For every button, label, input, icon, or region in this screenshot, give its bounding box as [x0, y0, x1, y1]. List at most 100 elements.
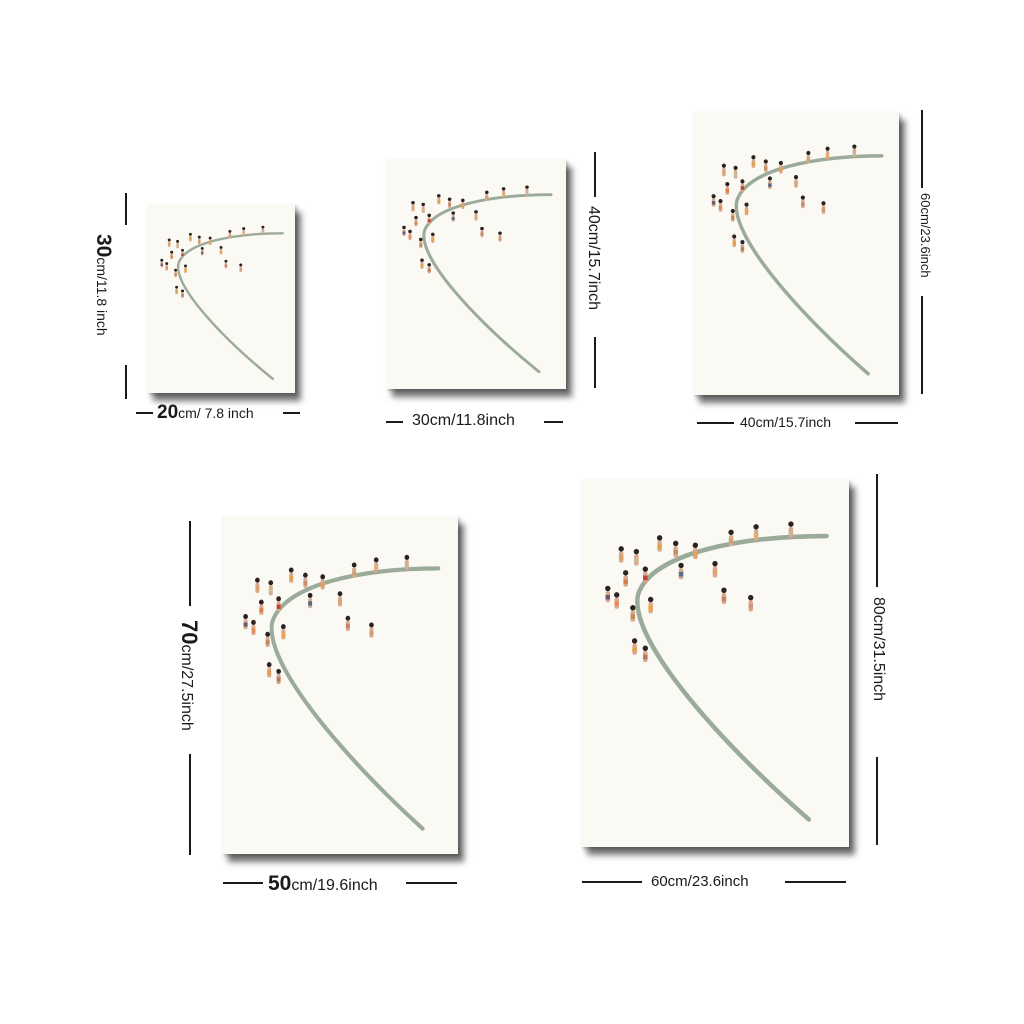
beach-figure	[265, 631, 270, 647]
beach-figure	[721, 587, 727, 605]
print-preview-40x60	[693, 112, 899, 395]
beach-figure	[303, 572, 308, 588]
width-label-20x30: 20cm/ 7.8 inch	[157, 402, 254, 423]
beach-figure	[630, 605, 636, 622]
beach-figure	[288, 567, 294, 583]
trail-path	[269, 566, 441, 831]
height-label-30x40: 40cm/15.7inch	[585, 206, 602, 311]
beach-figure	[718, 199, 723, 212]
height-dimension-line	[125, 193, 127, 225]
beach-figure	[711, 194, 716, 207]
beach-figure	[622, 570, 629, 587]
beach-figure	[188, 232, 192, 242]
beach-figure	[631, 638, 638, 655]
height-label-40x60: 60cm/23.6inch	[918, 193, 933, 278]
beach-figure	[208, 236, 212, 246]
beach-figure	[258, 599, 264, 615]
beach-figure	[170, 250, 174, 260]
artwork-beach-people	[605, 521, 829, 822]
beach-figure	[427, 213, 431, 224]
beach-figure	[633, 548, 640, 566]
beach-figure	[239, 263, 243, 273]
width-label-40x60: 40cm/15.7inch	[740, 414, 832, 430]
width-dimension-line	[855, 422, 898, 424]
beach-figure	[678, 562, 684, 580]
beach-figure	[485, 190, 489, 201]
beach-figure	[825, 146, 830, 160]
width-dimension-line	[697, 422, 734, 424]
trail-path	[176, 232, 284, 381]
artwork-beach-people	[243, 554, 441, 831]
beach-figure	[414, 215, 418, 227]
beach-figure	[255, 577, 260, 593]
print-preview-60x80	[581, 479, 849, 847]
beach-figure	[184, 264, 187, 273]
beach-figure	[753, 524, 759, 541]
print-preview-20x30	[147, 204, 295, 393]
beach-figure	[219, 246, 223, 255]
beach-figure	[320, 574, 326, 590]
print-preview-30x40	[386, 159, 566, 389]
beach-figure	[767, 176, 772, 190]
width-dimension-line	[406, 882, 457, 884]
beach-figure	[788, 521, 794, 538]
height-dimension-line	[876, 474, 878, 587]
width-dimension-line	[283, 412, 300, 414]
beach-figure	[821, 201, 826, 214]
height-dimension-line	[594, 152, 596, 197]
beach-figure	[242, 227, 246, 236]
print-preview-50x70	[222, 516, 458, 854]
width-dimension-line	[544, 421, 563, 423]
height-label-50x70: 70cm/27.5inch	[177, 620, 202, 731]
beach-figure	[730, 208, 735, 222]
beach-figure	[200, 246, 204, 256]
beach-figure	[673, 540, 679, 558]
beach-figure	[261, 225, 265, 235]
beach-figure	[733, 165, 738, 179]
width-dimension-line	[785, 881, 846, 883]
beach-figure	[421, 202, 425, 214]
beach-figure	[167, 238, 171, 247]
beach-figure	[345, 615, 351, 631]
beach-figure	[721, 163, 726, 177]
beach-figure	[656, 535, 663, 552]
beach-figure	[648, 596, 654, 614]
beach-figure	[748, 594, 754, 612]
beach-figure	[712, 560, 718, 578]
beach-figure	[431, 232, 435, 243]
beach-figure	[480, 226, 484, 238]
beach-figure	[176, 239, 180, 249]
width-label-50x70: 50cm/19.6inch	[268, 872, 378, 895]
beach-figure	[763, 159, 768, 173]
beach-figure	[740, 179, 745, 192]
beach-figure	[351, 562, 357, 578]
beach-figure	[437, 194, 441, 205]
beach-figure	[642, 566, 648, 583]
beach-figure	[498, 231, 502, 242]
beach-figure	[307, 592, 313, 609]
width-label-30x40: 30cm/11.8inch	[412, 412, 515, 429]
beach-figure	[408, 229, 412, 241]
beach-figure	[402, 225, 406, 237]
beach-figure	[228, 229, 232, 239]
beach-figure	[728, 529, 734, 547]
trail-path	[635, 533, 829, 822]
beach-figure	[175, 285, 179, 295]
artwork-beach-people	[711, 144, 884, 376]
beach-figure	[181, 248, 184, 258]
width-dimension-line	[223, 882, 263, 884]
beach-figure	[744, 202, 749, 216]
beach-figure	[525, 185, 529, 196]
beach-figure	[618, 546, 624, 563]
beach-figure	[427, 263, 431, 274]
beach-figure	[268, 580, 274, 596]
beach-figure	[605, 585, 611, 603]
width-label-60x80: 60cm/23.6inch	[651, 873, 749, 890]
beach-figure	[642, 645, 648, 663]
beach-figure	[725, 182, 730, 195]
width-dimension-line	[136, 412, 153, 414]
beach-figure	[251, 619, 256, 636]
beach-figure	[501, 187, 506, 198]
beach-figure	[614, 592, 620, 609]
beach-figure	[461, 198, 465, 210]
